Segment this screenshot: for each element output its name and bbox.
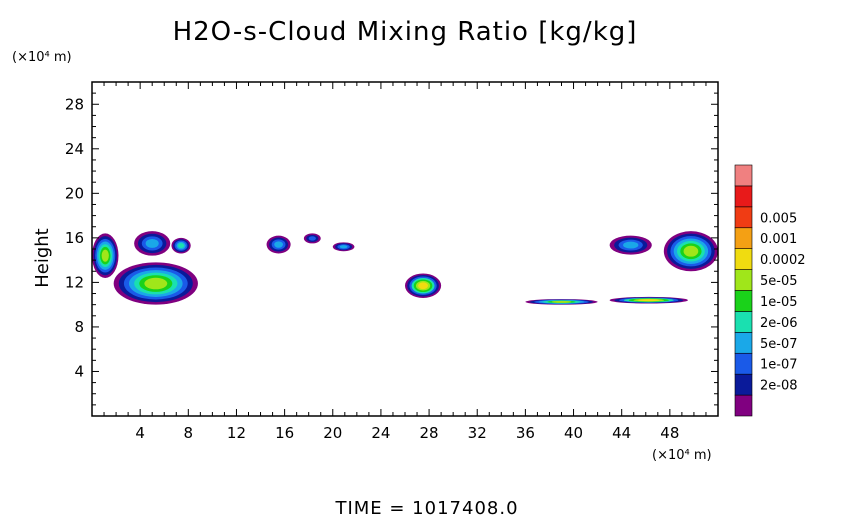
- x-axis-unit: (×10⁴ m): [652, 448, 712, 463]
- cloud-field: [92, 231, 718, 305]
- y-tick-label: 28: [65, 95, 84, 113]
- legend-label: 1e-07: [760, 358, 798, 373]
- y-tick-label: 12: [65, 273, 84, 291]
- cloud-feature: [266, 235, 291, 254]
- x-tick-label: 40: [564, 424, 583, 442]
- x-tick-label: 8: [184, 424, 194, 442]
- legend-swatch: [734, 352, 753, 375]
- legend-label: 2e-08: [760, 379, 798, 394]
- legend-label: 0.001: [760, 232, 797, 247]
- legend-swatch: [734, 248, 753, 270]
- legend-swatch: [734, 290, 753, 312]
- legend-swatch: [734, 394, 753, 417]
- y-tick-label: 20: [65, 184, 84, 202]
- x-tick-label: 36: [516, 424, 535, 442]
- cloud-feature: [92, 233, 119, 278]
- cloud-feature: [525, 299, 598, 305]
- legend-label: 2e-06: [760, 316, 798, 331]
- cloud-feature: [332, 242, 355, 252]
- y-axis: 4 8 12 16 20 24 28: [65, 92, 718, 406]
- legend-swatch: [734, 332, 753, 354]
- legend-label: 5e-07: [760, 337, 798, 352]
- x-tick-label: 16: [275, 424, 294, 442]
- legend-swatch: [734, 373, 753, 396]
- time-footer: TIME = 1017408.0: [334, 498, 518, 519]
- cloud-feature: [405, 273, 442, 298]
- x-tick-label: 48: [660, 424, 679, 442]
- color-legend: 2e-08 1e-07 5e-07 2e-06 1e-05 5e-05 0.0002 0.00…: [734, 164, 806, 417]
- x-tick-label: 44: [612, 424, 631, 442]
- y-tick-label: 24: [65, 140, 84, 158]
- legend-swatch: [734, 185, 753, 208]
- x-tick-label: 28: [420, 424, 439, 442]
- legend-label: 5e-05: [760, 274, 798, 289]
- x-tick-label: 4: [135, 424, 145, 442]
- cloud-feature: [303, 233, 321, 244]
- cloud-feature: [663, 231, 718, 272]
- y-tick-label: 16: [65, 229, 84, 247]
- chart-title: H2O-s-Cloud Mixing Ratio [kg/kg]: [173, 17, 638, 47]
- cloud-feature: [609, 235, 652, 255]
- x-axis: 4 8 12 16 20 24 28 32 36 40 44 48: [103, 82, 707, 442]
- legend-swatch: [734, 227, 753, 249]
- y-axis-unit: (×10⁴ m): [12, 50, 72, 65]
- y-tick-label: 8: [74, 318, 84, 336]
- legend-swatch: [734, 311, 753, 333]
- cloud-feature: [609, 296, 688, 304]
- x-tick-label: 20: [323, 424, 342, 442]
- y-axis-label: Height: [32, 228, 53, 288]
- y-tick-label: 4: [74, 362, 84, 380]
- legend-label: 0.005: [760, 211, 797, 226]
- legend-swatch: [734, 206, 753, 229]
- x-tick-label: 32: [468, 424, 487, 442]
- legend-swatch: [734, 269, 753, 291]
- legend-label: 0.0002: [760, 253, 806, 268]
- legend-label: 1e-05: [760, 295, 798, 310]
- x-tick-label: 12: [227, 424, 246, 442]
- cloud-feature: [113, 262, 198, 305]
- x-tick-label: 24: [371, 424, 390, 442]
- cloud-feature: [134, 231, 171, 256]
- cloud-feature: [171, 237, 191, 254]
- legend-swatch: [734, 164, 753, 187]
